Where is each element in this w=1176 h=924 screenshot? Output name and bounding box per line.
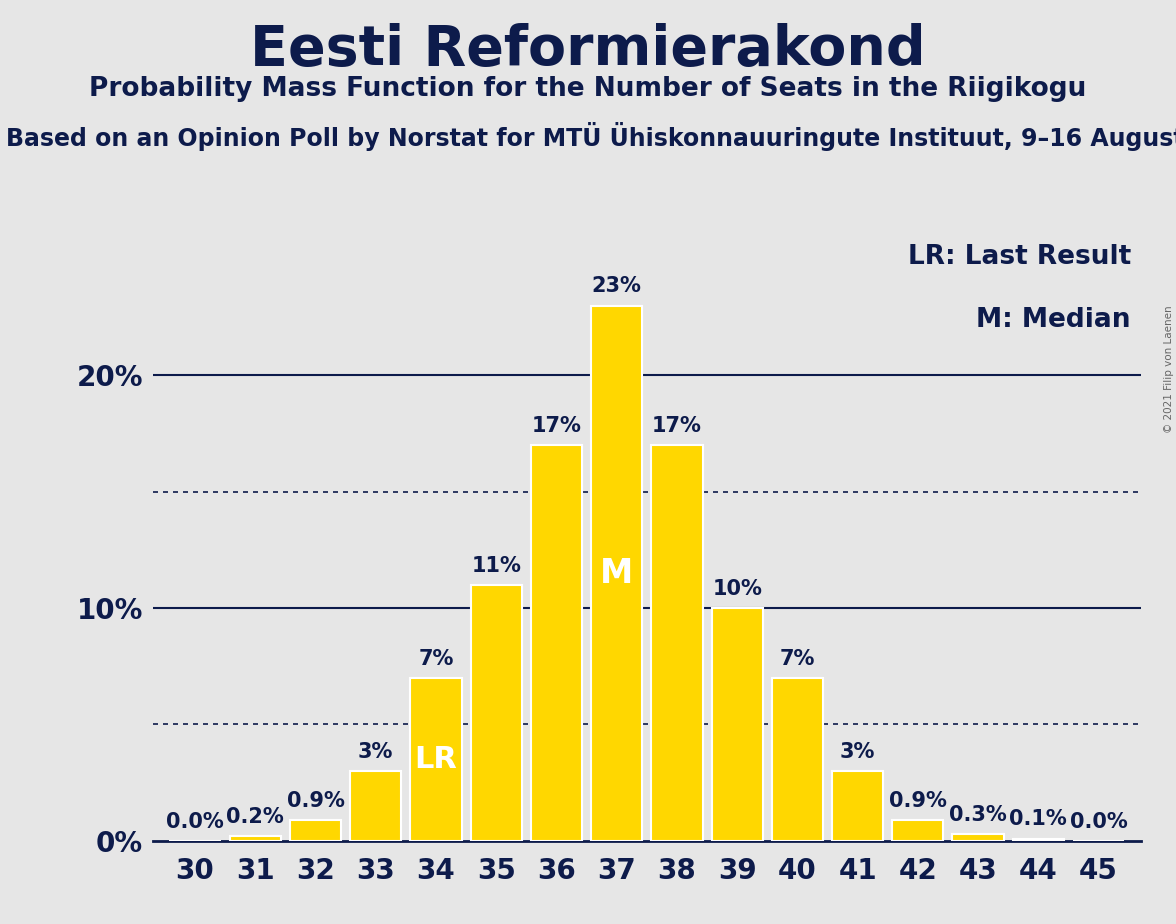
Bar (350, 771, 401, 841)
Bar (953, 833, 1003, 841)
Text: 0.9%: 0.9% (889, 791, 947, 810)
Text: 0.0%: 0.0% (166, 811, 223, 832)
Bar (470, 585, 522, 841)
Text: LR: LR (415, 745, 457, 774)
Text: M: Median: M: Median (976, 307, 1131, 333)
Text: 11%: 11% (472, 555, 521, 576)
Text: Based on an Opinion Poll by Norstat for MTÜ Ühiskonnauuringute Instituut, 9–16 A: Based on an Opinion Poll by Norstat for … (6, 122, 1176, 151)
Bar (1013, 838, 1064, 841)
Text: 10%: 10% (713, 578, 762, 599)
Text: 0.3%: 0.3% (949, 805, 1007, 824)
Text: M: M (600, 557, 634, 590)
Bar (290, 820, 341, 841)
Bar (831, 771, 883, 841)
Text: 3%: 3% (358, 742, 394, 761)
Text: 0.2%: 0.2% (227, 807, 285, 827)
Bar (592, 306, 642, 841)
Text: 7%: 7% (419, 649, 454, 669)
Bar (771, 678, 823, 841)
Text: 7%: 7% (780, 649, 815, 669)
Text: 17%: 17% (532, 416, 581, 436)
Text: Eesti Reformierakond: Eesti Reformierakond (250, 23, 926, 77)
Text: 3%: 3% (840, 742, 875, 761)
Bar (229, 836, 281, 841)
Text: 0.0%: 0.0% (1070, 811, 1128, 832)
Text: © 2021 Filip von Laenen: © 2021 Filip von Laenen (1163, 306, 1174, 433)
Text: 0.1%: 0.1% (1009, 809, 1067, 829)
Text: 17%: 17% (652, 416, 702, 436)
Bar (652, 445, 702, 841)
Bar (530, 445, 582, 841)
Text: 23%: 23% (592, 276, 642, 297)
Text: 0.9%: 0.9% (287, 791, 345, 810)
Bar (711, 608, 763, 841)
Text: LR: Last Result: LR: Last Result (908, 244, 1131, 270)
Text: Probability Mass Function for the Number of Seats in the Riigikogu: Probability Mass Function for the Number… (89, 76, 1087, 102)
Bar (410, 678, 461, 841)
Bar (893, 820, 943, 841)
